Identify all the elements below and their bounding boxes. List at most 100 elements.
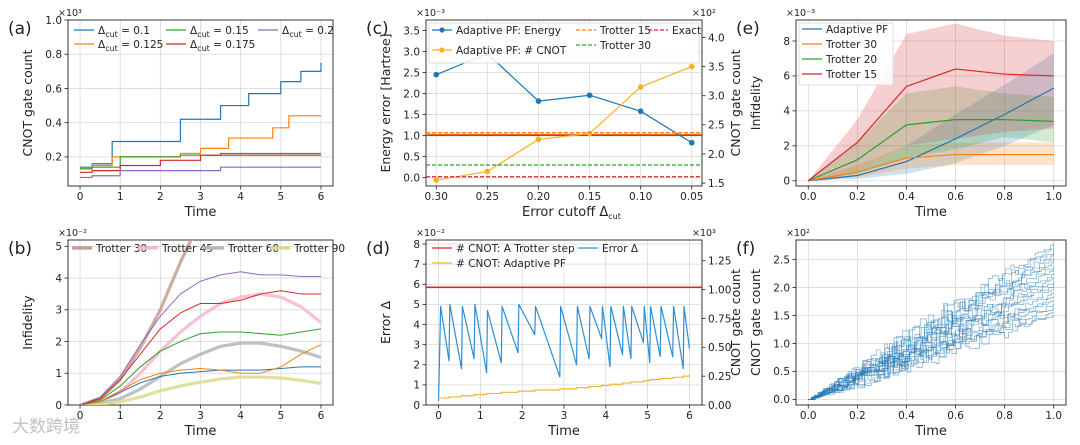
series-line [80, 152, 321, 170]
x-tick-label: 5 [644, 410, 651, 422]
y-tick-label: 2.5 [403, 67, 420, 79]
y-tick-label: 3.5 [403, 25, 420, 37]
x-tick-label: 0.15 [578, 191, 601, 203]
y-tick-label: 1 [55, 368, 62, 380]
series-line [807, 68, 1054, 182]
x-tick-label: 0.05 [680, 191, 703, 203]
legend: Trotter 30 Trotter 45 Trotter 60 Trotter 90 [72, 243, 345, 255]
x-axis-label: Time [914, 205, 947, 220]
x-tick-label: 5 [277, 191, 284, 203]
y-tick-label: 0.0 [403, 172, 420, 184]
data-point [586, 92, 593, 99]
x-tick-label: 0 [77, 191, 84, 203]
plot-area [426, 286, 702, 401]
trajectory-line [808, 288, 1055, 400]
data-point [484, 168, 491, 175]
panel-a: 0 1 2 3 4 5 6 0.2 0.4 0.6 0.8 1.0 Time CNOT gate coun… [8, 8, 334, 220]
plot-area [80, 62, 322, 179]
y-right-tick-label: 0.75 [708, 313, 731, 325]
plot-area [807, 23, 1055, 182]
y-right-tick-label: 4.0 [708, 32, 725, 44]
axes-frame [795, 239, 1067, 406]
x-tick-label: 2 [519, 410, 526, 422]
legend-label: Exact [672, 25, 701, 37]
x-tick-label: 2 [157, 191, 164, 203]
panel-label: (c) [366, 19, 389, 39]
y-tick-label: 0.5 [403, 151, 420, 163]
y-right-tick-label: 0.25 [708, 371, 731, 383]
trajectory-line [808, 296, 1055, 400]
y-right-tick-label: 1.5 [708, 178, 725, 190]
x-tick-label: 0.10 [629, 191, 652, 203]
legend-label: Adaptive PF: # CNOT [456, 45, 567, 57]
legend-label: Trotter 15 [599, 25, 651, 37]
y-tick-label: 5 [55, 241, 62, 253]
confidence-band [808, 142, 1054, 181]
legend-label: Δcut = 0.125 [98, 39, 163, 53]
x-tick-label: 3 [561, 410, 568, 422]
axes-frame [795, 19, 1067, 187]
y-tick-label: 0.6 [45, 83, 62, 95]
legend-label: # CNOT: A Trotter step [456, 243, 575, 255]
y-right-tick-label: 2.5 [708, 120, 725, 132]
x-tick-label: 1.0 [1045, 410, 1062, 422]
data-point [688, 139, 695, 146]
x-tick-label: 6 [686, 410, 693, 422]
series-line [808, 87, 1055, 182]
data-point [586, 130, 593, 137]
y-tick-label: 1.0 [403, 130, 420, 142]
x-axis-label: Time [184, 205, 217, 220]
data-point [535, 98, 542, 104]
legend: Adaptive PF: Energy Adaptive PF: # CNOT Tr… [428, 22, 701, 64]
y-tick-label: 2 [55, 336, 62, 348]
data-point [637, 108, 644, 114]
y-tick-label: 1.0 [45, 15, 62, 27]
y-axis-exponent: ×10² [786, 228, 810, 239]
y-axis-label: CNOT gate count [748, 269, 763, 376]
series-line [79, 366, 321, 405]
data-point [433, 177, 440, 183]
x-tick-label: 1 [117, 191, 124, 203]
x-axis-label: Error cutoff Δcut [522, 205, 621, 221]
y-right-tick-label: 0.50 [708, 342, 731, 354]
x-tick-label: 1.0 [1045, 191, 1062, 203]
trajectory-line [808, 311, 1055, 400]
x-tick-label: 0.6 [947, 410, 964, 422]
y-tick-label: 0 [55, 400, 62, 412]
panel-c: 0.30 0.25 0.20 0.15 0.10 0.05 0.0 0.5 1.0 1.5 2.0 2… [366, 8, 743, 221]
legend-label: Δcut = 0.2 [282, 25, 334, 39]
y-tick-label: 5 [413, 299, 420, 311]
y-tick-label: 1.5 [403, 109, 420, 121]
y-tick-label: 3 [55, 305, 62, 317]
y-right-tick-label: 3.0 [708, 91, 725, 103]
plot-area [808, 242, 1055, 400]
y-tick-label: 0.0 [773, 394, 790, 406]
data-point [433, 71, 440, 78]
y-axis-exponent: ×10⁻² [416, 228, 445, 239]
legend-label: Trotter 30 [599, 40, 651, 52]
x-tick-label: 0.2 [849, 410, 866, 422]
legend-label: Δcut = 0.1 [98, 25, 150, 39]
y-tick-label: 3.0 [403, 46, 420, 58]
x-tick-label: 1 [117, 410, 124, 422]
x-tick-label: 0.30 [425, 191, 448, 203]
legend-label: Trotter 60 [227, 243, 279, 255]
x-tick-label: 0.0 [800, 410, 817, 422]
y-tick-label: 2 [413, 360, 420, 372]
legend-label: Trotter 30 [95, 243, 147, 255]
y-right-tick-label: 3.5 [708, 61, 725, 73]
legend-label: Trotter 30 [825, 39, 877, 51]
panel-label: (b) [8, 239, 32, 259]
legend-label: Error Δ [602, 243, 639, 255]
series-line [436, 66, 693, 181]
panel-e: 0.0 0.2 0.4 0.6 0.8 1.0 0 2 4 6 8 Time Infidelity ×10… [736, 8, 1067, 220]
y-tick-label: 8 [783, 36, 790, 48]
x-tick-label: 3 [197, 191, 204, 203]
x-tick-label: 0.4 [898, 410, 915, 422]
y-tick-label: 2.0 [403, 88, 420, 100]
trajectory-line [808, 277, 1055, 400]
legend-label: Δcut = 0.15 [190, 25, 249, 39]
y-tick-label: 3 [413, 339, 420, 351]
